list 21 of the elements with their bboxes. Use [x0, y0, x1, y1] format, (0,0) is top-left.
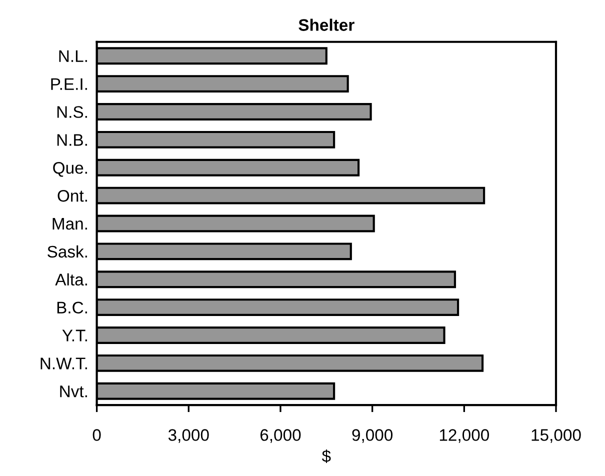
y-tick-label: Ont. — [58, 190, 87, 202]
y-tick-label: Y.T. — [62, 330, 87, 342]
y-tick-label: N.B. — [57, 134, 87, 146]
x-tick-label: 0 — [92, 429, 101, 441]
y-tick-label: N.L. — [59, 50, 87, 62]
x-axis-title: $ — [322, 450, 331, 464]
x-tick-label: 6,000 — [260, 429, 301, 443]
x-tick-label: 12,000 — [440, 429, 489, 443]
y-tick-label: Que. — [53, 162, 87, 177]
x-tick-label: 9,000 — [352, 429, 393, 443]
y-tick-label: N.W.T. — [40, 358, 87, 370]
y-tick-label: Man. — [52, 218, 87, 230]
chart-title: Shelter — [298, 18, 354, 31]
y-tick-label: N.S. — [57, 106, 87, 118]
y-tick-label: Alta. — [55, 273, 87, 286]
y-tick-label: Sask. — [48, 245, 87, 258]
x-tick-label: 15,000 — [532, 429, 581, 443]
x-tick-label: 3,000 — [168, 429, 209, 443]
y-tick-label: P.E.I. — [51, 78, 87, 90]
y-tick-label: B.C. — [57, 302, 87, 314]
y-tick-label: Nvt. — [60, 386, 87, 398]
